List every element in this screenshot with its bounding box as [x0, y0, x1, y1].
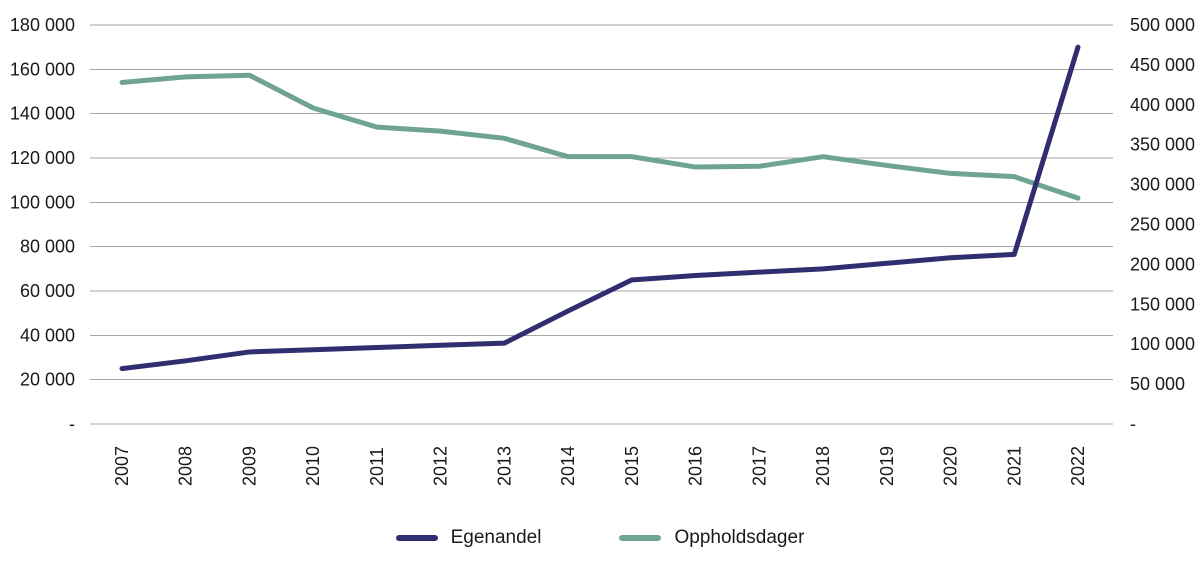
y-axis-left-tick-label: 120 000: [10, 148, 75, 168]
y-axis-right-tick-label: 100 000: [1130, 334, 1195, 354]
x-axis-tick-label: 2009: [239, 446, 259, 486]
legend-swatch-egenandel-icon: [395, 534, 438, 541]
y-axis-right-tick-label: 150 000: [1130, 294, 1195, 314]
x-axis-tick-label: 2017: [749, 446, 769, 486]
x-axis-tick-label: 2012: [431, 446, 451, 486]
legend-item-egenandel: Egenandel: [395, 527, 542, 548]
x-axis-tick-label: 2018: [813, 446, 833, 486]
legend-label-egenandel: Egenandel: [450, 527, 542, 548]
y-axis-left-tick-label: 180 000: [10, 15, 75, 35]
x-axis-tick-label: 2022: [1068, 446, 1088, 486]
legend-item-oppholdsdager: Oppholdsdager: [619, 528, 804, 547]
y-axis-left-tick-label: 160 000: [10, 59, 75, 79]
legend-label-oppholdsdager: Oppholdsdager: [674, 527, 805, 548]
x-axis-tick-label: 2011: [367, 447, 387, 486]
x-axis-tick-label: 2010: [303, 446, 323, 486]
y-axis-right-tick-label: 200 000: [1130, 254, 1195, 274]
plot-area: 180 000 160 000 140 000 120 000 100 000 80 00…: [10, 15, 1195, 486]
y-axis-right-tick-label: 300 000: [1130, 175, 1195, 195]
y-axis-right-tick-label: 500 000: [1130, 15, 1195, 35]
chart-legend: Egenandel Oppholdsdager: [0, 528, 1200, 547]
x-axis-tick-label: 2015: [622, 446, 642, 486]
y-axis-right-tick-label: 450 000: [1130, 55, 1195, 75]
y-axis-right-tick-label: 250 000: [1130, 215, 1195, 235]
y-axis-right-tick-label: 400 000: [1130, 95, 1195, 115]
y-axis-right-tick-label: -: [1130, 414, 1136, 434]
y-axis-left-tick-label: 20 000: [20, 370, 75, 390]
x-axis-tick-label: 2019: [877, 446, 897, 486]
y-axis-left-tick-label: -: [69, 414, 75, 434]
x-axis-tick-label: 2013: [494, 446, 514, 486]
y-axis-left-tick-label: 100 000: [10, 192, 75, 212]
y-axis-right-tick-label: 50 000: [1130, 374, 1185, 394]
y-axis-left-tick-label: 60 000: [20, 281, 75, 301]
x-axis-tick-label: 2008: [176, 446, 196, 486]
x-axis-tick-label: 2014: [558, 446, 578, 486]
legend-swatch-oppholdsdager-icon: [619, 534, 662, 541]
y-axis-left-tick-label: 80 000: [20, 237, 75, 257]
x-axis-tick-label: 2016: [686, 446, 706, 486]
y-axis-left-tick-label: 140 000: [10, 104, 75, 124]
x-axis-tick-label: 2007: [112, 446, 132, 486]
x-axis-tick-label: 2021: [1004, 446, 1024, 486]
series-line-oppholdsdager: [119, 72, 1081, 201]
y-axis-right-tick-label: 350 000: [1130, 135, 1195, 155]
x-axis-tick-label: 2020: [941, 446, 961, 486]
y-axis-left-tick-label: 40 000: [20, 325, 75, 345]
series-line-egenandel: [119, 44, 1081, 372]
